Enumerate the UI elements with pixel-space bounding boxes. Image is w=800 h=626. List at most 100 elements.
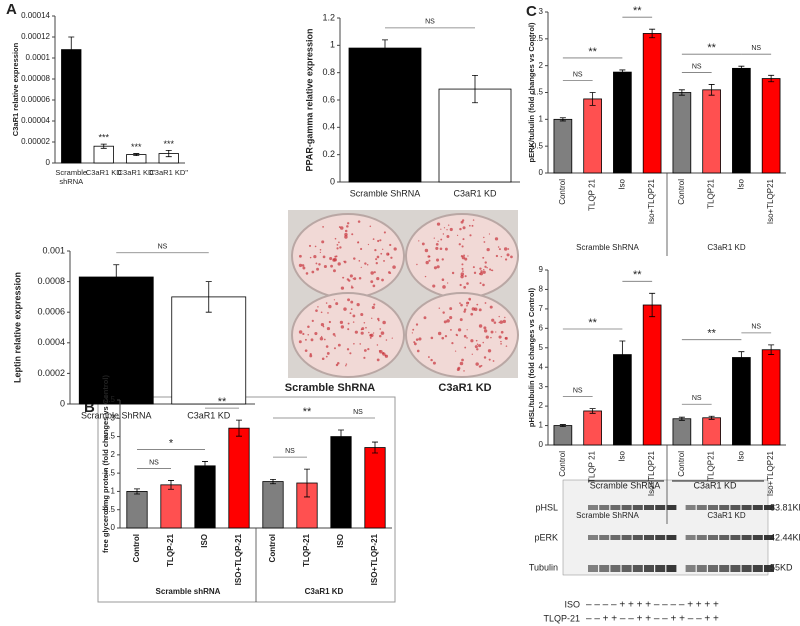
blot-band	[752, 505, 763, 510]
blot-band	[730, 505, 741, 510]
blot-band	[588, 535, 598, 540]
stain-dot	[346, 222, 350, 225]
x-tick-label: C3aR1 KD'	[118, 168, 156, 177]
x-tick-label: Control	[558, 451, 567, 477]
y-tick-label: 0	[60, 398, 65, 408]
x-tick-label: Iso	[617, 450, 626, 461]
y-tick-label: 2	[539, 61, 544, 70]
annotation: ***	[98, 132, 109, 142]
y-axis-label: pERK/tubulin (fold changes vs Control)	[527, 22, 536, 162]
stain-dot	[478, 308, 482, 312]
stain-dot	[456, 234, 459, 236]
stain-dot	[461, 358, 464, 362]
group-label: C3aR1 KD	[707, 511, 745, 520]
x-tick-label: C3aR1 KD	[187, 410, 231, 420]
y-tick-label: 0.0008	[37, 276, 65, 286]
stain-dot	[369, 225, 372, 228]
y-tick-label: 0.0004	[37, 337, 65, 347]
bracket-label: **	[707, 328, 716, 340]
stain-dot	[298, 340, 302, 344]
bar	[732, 357, 751, 446]
stain-dot	[339, 320, 344, 325]
bar	[364, 447, 386, 529]
x-tick-label: TLQP 21	[588, 450, 597, 482]
stain-dot	[473, 271, 477, 275]
group-label: C3aR1 KD	[305, 587, 344, 596]
stain-dot	[379, 349, 383, 354]
error-bar	[100, 143, 107, 149]
error-bar	[649, 292, 656, 318]
stain-dot	[488, 233, 491, 235]
blot-band	[696, 505, 707, 510]
y-tick-label: 0.5	[104, 505, 116, 514]
stain-dot	[470, 312, 474, 316]
y-tick-label: 1	[330, 40, 335, 50]
y-tick-label: 0.5	[532, 141, 544, 150]
stain-dot	[491, 318, 495, 322]
stain-dot	[333, 347, 336, 350]
stain-dot	[433, 266, 437, 270]
stain-dot	[424, 275, 427, 278]
blot-band	[599, 505, 610, 510]
stain-dot	[350, 300, 354, 304]
stain-dot	[334, 255, 337, 258]
blot-band	[719, 565, 730, 572]
y-axis-label: C3aR1 relative expression	[11, 42, 20, 136]
stain-dot	[457, 328, 462, 332]
x-tick-line: shRNA	[59, 177, 83, 186]
stain-dot	[322, 225, 324, 228]
blot-band	[588, 505, 598, 510]
stain-dot	[368, 331, 370, 334]
error-bar	[372, 441, 378, 454]
blot-band	[644, 535, 654, 540]
bracket-label: NS	[353, 409, 363, 416]
stain-dot	[356, 303, 360, 307]
stain-dot	[458, 243, 461, 246]
error-bar	[619, 340, 626, 369]
stain-dot	[461, 245, 464, 248]
stain-dot	[451, 271, 455, 275]
blot-band	[764, 565, 774, 572]
stain-dot	[463, 334, 467, 338]
y-axis-label: pHSL/tubulin (fold changes vs Control)	[527, 287, 536, 427]
stain-dot	[359, 343, 362, 345]
y-tick-label: 0.00006	[21, 95, 50, 104]
y-tick-label: 1	[111, 487, 116, 496]
stain-dot	[437, 331, 442, 336]
stain-dot	[470, 339, 474, 343]
stain-dot	[441, 336, 445, 340]
x-tick-label: Scramble ShRNA	[81, 410, 152, 420]
stain-dot	[459, 227, 462, 231]
stain-dot	[411, 332, 414, 334]
stain-dot	[432, 284, 436, 288]
stain-dot	[373, 271, 376, 274]
stain-dot	[317, 306, 319, 308]
x-tick-label: ISO+TLQP-21	[370, 533, 379, 585]
stain-dot	[506, 253, 510, 257]
stain-dot	[459, 318, 463, 322]
blot-band	[655, 565, 666, 572]
stain-dot	[374, 249, 377, 252]
error-bar	[708, 84, 715, 96]
stain-dot	[335, 363, 339, 367]
blot-band	[588, 565, 598, 572]
x-tick-label: Scramble ShRNA	[350, 188, 421, 198]
stain-dot	[421, 242, 425, 246]
y-tick-label: 0.4	[322, 122, 335, 132]
y-tick-label: 0	[111, 523, 116, 532]
bracket-label: **	[707, 42, 716, 54]
stain-dot	[382, 320, 386, 325]
photo-caption: C3aR1 KD	[438, 382, 491, 394]
stain-dot	[340, 286, 345, 290]
bracket-label: **	[588, 46, 597, 58]
stain-dot	[383, 231, 386, 234]
bar	[438, 88, 512, 183]
stain-dot	[479, 282, 482, 285]
stain-dot	[345, 364, 347, 367]
stain-dot	[309, 354, 313, 358]
stain-dot	[489, 305, 493, 309]
stain-dot	[468, 224, 471, 227]
stain-dot	[328, 304, 332, 309]
stain-dot	[479, 271, 484, 276]
stain-dot	[339, 246, 342, 249]
